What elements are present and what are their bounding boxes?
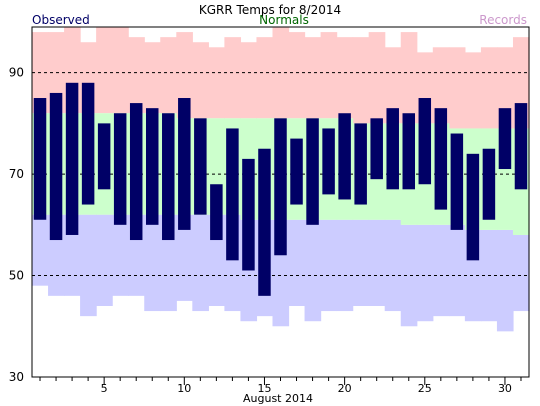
record-high-band	[288, 32, 306, 119]
record-high-band	[112, 27, 129, 114]
record-low-band	[80, 214, 97, 317]
record-low-band	[176, 214, 193, 301]
x-tick-label: 30	[498, 382, 512, 395]
record-low-band	[416, 224, 434, 322]
record-low-band	[32, 214, 49, 286]
record-low-band	[432, 224, 450, 317]
y-tick-label: 30	[9, 370, 24, 384]
x-tick-label: 5	[101, 382, 108, 395]
record-high-band	[368, 32, 386, 124]
observed-bar	[258, 148, 271, 296]
record-high-band	[128, 37, 145, 114]
observed-bar	[402, 113, 416, 190]
y-tick-label: 70	[9, 167, 24, 181]
observed-bar	[65, 82, 79, 235]
observed-bar	[49, 92, 63, 241]
record-high-band	[400, 32, 418, 124]
observed-bar	[466, 153, 480, 261]
record-low-band	[320, 219, 338, 312]
observed-bar	[129, 103, 143, 241]
observed-bar	[81, 82, 95, 205]
legend-observed: Observed	[32, 13, 90, 27]
x-axis-label: August 2014	[243, 392, 313, 405]
observed-bar	[145, 108, 159, 225]
record-high-band	[320, 32, 338, 119]
record-high-band	[464, 52, 482, 129]
axis-layer: 30 50 70 90 5 10 15 20 25 30	[9, 66, 522, 395]
observed-bar	[97, 123, 111, 190]
record-high-band	[304, 37, 322, 119]
x-tick-label: 25	[418, 382, 432, 395]
legend-records: Records	[479, 13, 527, 27]
record-high-band	[352, 37, 370, 124]
record-high-band	[208, 47, 225, 119]
record-low-band	[288, 219, 306, 306]
x-tick-label: 15	[257, 382, 271, 395]
record-low-band	[144, 214, 161, 312]
record-high-band	[432, 47, 450, 124]
record-low-band	[512, 234, 530, 312]
observed-bar	[370, 118, 383, 180]
observed-bar	[242, 158, 255, 271]
observed-bar	[178, 98, 191, 230]
observed-bar	[418, 98, 432, 185]
record-high-band	[336, 37, 354, 119]
observed-bar	[498, 108, 512, 170]
observed-bar	[226, 128, 239, 261]
observed-bar	[514, 103, 528, 190]
observed-bar	[386, 108, 399, 190]
x-tick-label: 20	[338, 382, 352, 395]
legend-normals: Normals	[259, 13, 309, 27]
record-high-band	[448, 47, 466, 129]
observed-bar	[210, 184, 223, 241]
record-high-band	[384, 47, 402, 124]
record-low-band	[368, 219, 386, 306]
record-high-band	[224, 37, 242, 119]
record-low-band	[400, 224, 418, 327]
record-low-band	[448, 224, 466, 317]
record-high-band	[96, 27, 113, 114]
record-low-band	[192, 214, 209, 312]
observed-bar	[306, 118, 319, 225]
observed-bar	[322, 128, 335, 195]
observed-bar	[194, 118, 207, 215]
y-tick-label: 90	[9, 66, 24, 80]
observed-bar	[290, 138, 303, 205]
observed-bar	[162, 113, 175, 241]
y-tick-label: 50	[9, 269, 24, 283]
observed-bar	[338, 113, 351, 200]
record-high-band	[256, 37, 274, 119]
observed-layer	[33, 82, 528, 296]
record-low-band	[496, 229, 514, 332]
record-low-band	[352, 219, 370, 306]
chart-title: KGRR Temps for 8/2014	[199, 3, 341, 17]
x-tick-label: 10	[177, 382, 191, 395]
observed-bar	[354, 123, 367, 205]
record-high-band	[176, 32, 193, 119]
record-low-band	[96, 214, 113, 306]
record-low-band	[336, 219, 354, 312]
record-low-band	[384, 219, 402, 312]
observed-bar	[274, 118, 287, 256]
record-low-band	[304, 219, 322, 322]
observed-bar	[113, 113, 127, 225]
observed-bar	[482, 148, 496, 220]
record-low-band	[112, 214, 129, 296]
record-high-band	[144, 42, 161, 114]
observed-bar	[450, 133, 464, 230]
record-high-band	[192, 42, 209, 119]
observed-bar	[33, 98, 47, 220]
record-high-band	[160, 37, 177, 114]
record-high-band	[480, 47, 498, 129]
record-high-band	[240, 42, 258, 119]
observed-bar	[434, 108, 448, 210]
